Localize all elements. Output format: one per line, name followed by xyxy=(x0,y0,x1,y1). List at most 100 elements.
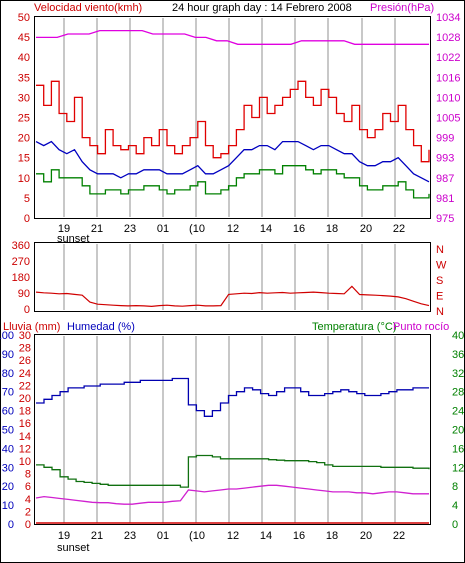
temperature-tick-label: 36 xyxy=(452,349,464,361)
pressure-tick-label: 1022 xyxy=(436,52,460,64)
pressure-tick-label: 993 xyxy=(436,153,454,165)
hour-tick-label: 21 xyxy=(91,223,103,235)
hour-tick-label: 23 xyxy=(124,223,136,235)
dewpoint-line xyxy=(35,484,429,505)
temperature-tick-label: 40 xyxy=(452,330,464,342)
rain-tick-label: 28 xyxy=(19,343,31,355)
compass-label: E xyxy=(436,291,443,303)
temperature-tick-label: 24 xyxy=(452,406,464,418)
hour-tick-label: 18 xyxy=(326,223,338,235)
pressure-tick-label: 1016 xyxy=(436,72,460,84)
sunset-label-bottom: sunset xyxy=(57,542,89,554)
hour-tick-label: 16 xyxy=(293,530,305,542)
rain-tick-label: 8 xyxy=(25,469,31,481)
hour-tick-label: 14 xyxy=(260,530,272,542)
compass-label: N xyxy=(436,244,444,256)
min-wind-line xyxy=(36,165,430,199)
humidity-tick-label: 30 xyxy=(2,462,14,474)
wind-tick-label: 50 xyxy=(18,12,30,24)
rain-tick-label: 24 xyxy=(19,368,31,380)
humidity-tick-label: 80 xyxy=(2,368,14,380)
hour-tick-label: 14 xyxy=(260,223,272,235)
temperature-tick-label: 0 xyxy=(452,519,458,531)
wind-direction-line xyxy=(35,285,430,308)
direction-tick-label: 270 xyxy=(12,256,30,268)
direction-tick-label: 90 xyxy=(18,288,30,300)
rain-tick-label: 14 xyxy=(19,431,31,443)
hour-tick-label: (10 xyxy=(189,223,205,235)
rain-tick-label: 30 xyxy=(19,330,31,342)
pressure-tick-label: 999 xyxy=(436,133,454,145)
hour-tick-label: (10 xyxy=(189,530,205,542)
avg-wind-line xyxy=(35,140,430,183)
hour-tick-label: 23 xyxy=(124,530,136,542)
temperature-tick-label: 12 xyxy=(452,462,464,474)
pressure-line xyxy=(36,29,429,45)
pressure-tick-label: 1010 xyxy=(436,92,460,104)
hour-tick-label: 01 xyxy=(157,223,169,235)
wind-tick-label: 45 xyxy=(18,32,30,44)
rain-tick-label: 0 xyxy=(25,519,31,531)
rain-tick-label: 10 xyxy=(19,456,31,468)
temperature-tick-label: 16 xyxy=(452,443,464,455)
hour-tick-label: 12 xyxy=(227,223,239,235)
rain-humidity-temperature-panel: 0102030405060708090100024681012141618202… xyxy=(0,330,464,554)
humidity-tick-label: 10 xyxy=(2,500,14,512)
wind-tick-label: 15 xyxy=(18,153,30,165)
pressure-tick-label: 1034 xyxy=(436,12,460,24)
humidity-tick-label: 50 xyxy=(2,425,14,437)
wind-tick-label: 30 xyxy=(18,92,30,104)
pressure-tick-label: 1005 xyxy=(436,113,460,125)
humidity-axis-title: Humedad (%) xyxy=(67,321,135,333)
wind-tick-label: 10 xyxy=(18,173,30,185)
wind-tick-label: 35 xyxy=(18,72,30,84)
pressure-tick-label: 987 xyxy=(436,173,454,185)
dewpoint-axis-title: Punto rocío xyxy=(393,321,449,333)
hour-tick-label: 19 xyxy=(58,223,70,235)
humidity-tick-label: 40 xyxy=(2,443,14,455)
hour-tick-label: 01 xyxy=(157,530,169,542)
gust-line xyxy=(36,80,430,163)
rain-tick-label: 2 xyxy=(25,506,31,518)
hour-tick-label: 20 xyxy=(360,530,372,542)
wind-tick-label: 20 xyxy=(18,133,30,145)
pressure-axis-title: Presión(hPa) xyxy=(370,2,434,14)
rain-tick-label: 20 xyxy=(19,393,31,405)
rain-tick-label: 12 xyxy=(19,443,31,455)
rain-tick-label: 4 xyxy=(25,494,31,506)
direction-tick-label: 360 xyxy=(12,240,30,252)
compass-label: W xyxy=(436,260,447,272)
temperature-line xyxy=(36,454,430,488)
wind-tick-label: 25 xyxy=(18,113,30,125)
humidity-tick-label: 90 xyxy=(2,349,14,361)
wind-axis-title: Velocidad viento(kmh) xyxy=(34,2,142,14)
humidity-tick-label: 70 xyxy=(2,387,14,399)
rain-tick-label: 6 xyxy=(25,481,31,493)
temperature-tick-label: 28 xyxy=(452,387,464,399)
rain-tick-label: 16 xyxy=(19,418,31,430)
hour-tick-label: 20 xyxy=(360,223,372,235)
temperature-tick-label: 20 xyxy=(452,425,464,437)
compass-label: N xyxy=(436,306,444,318)
wind-pressure-panel: 0 5 10 15 20 25 30 35 40 45 50 975 981 987 993 999 1005… xyxy=(18,12,461,245)
hour-tick-label: 22 xyxy=(393,530,405,542)
direction-tick-label: 180 xyxy=(12,272,30,284)
pressure-tick-label: 1028 xyxy=(436,32,460,44)
wind-tick-label: 5 xyxy=(24,193,30,205)
temperature-tick-label: 32 xyxy=(452,368,464,380)
direction-panel-border xyxy=(34,242,431,312)
pressure-tick-label: 981 xyxy=(436,193,454,205)
rain-tick-label: 22 xyxy=(19,380,31,392)
humidity-tick-label: 0 xyxy=(8,519,14,531)
graph-title: 24 hour graph day : 14 Febrero 2008 xyxy=(172,2,352,14)
humidity-tick-label: 60 xyxy=(2,406,14,418)
hour-tick-label: 16 xyxy=(293,223,305,235)
temperature-tick-label: 8 xyxy=(452,481,458,493)
pressure-tick-label: 975 xyxy=(436,213,454,225)
wind-tick-label: 40 xyxy=(18,52,30,64)
rain-tick-label: 26 xyxy=(19,355,31,367)
wind-tick-label: 0 xyxy=(24,213,30,225)
hour-tick-label: 21 xyxy=(91,530,103,542)
